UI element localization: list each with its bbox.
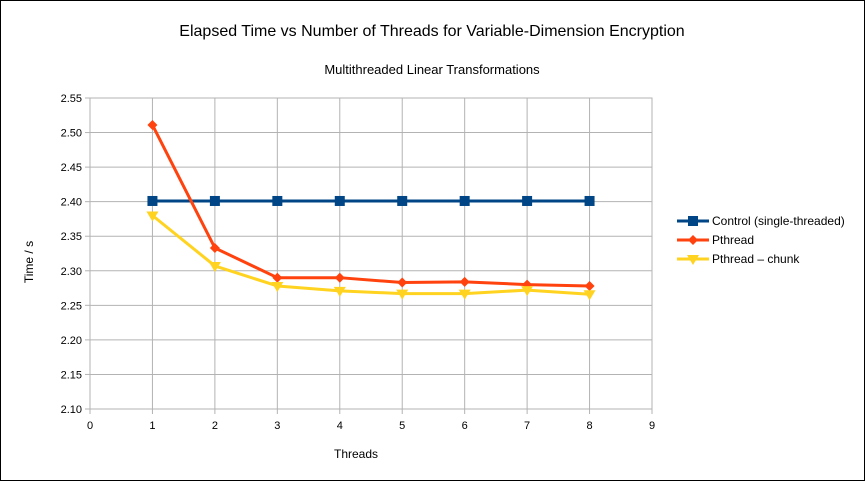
data-point	[459, 195, 470, 206]
data-point	[209, 242, 220, 253]
data-point	[333, 286, 346, 297]
x-tick-label: 9	[649, 420, 655, 432]
legend-swatch-marker	[688, 235, 698, 245]
legend-item: Pthread – chunk	[677, 252, 800, 266]
series-line	[151, 124, 590, 288]
data-point	[397, 195, 408, 206]
data-point	[522, 195, 533, 206]
series-0	[147, 195, 595, 206]
data-point	[458, 289, 471, 300]
chart-title: Elapsed Time vs Number of Threads for Va…	[179, 23, 684, 40]
y-tick-label: 2.20	[61, 335, 82, 347]
y-tick-label: 2.50	[61, 128, 82, 140]
y-tick-label: 2.30	[61, 266, 82, 278]
legend: Control (single-threaded) Pthread Pthread …	[677, 214, 845, 266]
legend-label: Pthread	[712, 233, 754, 247]
x-tick-label: 3	[274, 420, 280, 432]
series-line	[151, 214, 590, 296]
plot-area	[89, 97, 653, 410]
legend-item: Control (single-threaded)	[677, 214, 845, 228]
data-point	[521, 286, 534, 297]
y-tick-label: 2.35	[61, 231, 82, 243]
series-layer	[146, 119, 596, 301]
x-tick-label: 1	[149, 420, 155, 432]
legend-label: Control (single-threaded)	[712, 214, 845, 228]
data-point	[397, 277, 408, 288]
y-axis-label: Time / s	[22, 241, 36, 283]
series-1	[147, 119, 595, 291]
x-tick-label: 7	[524, 420, 530, 432]
data-point	[147, 119, 158, 130]
legend-label: Pthread – chunk	[712, 252, 800, 266]
x-tick-label: 6	[462, 420, 468, 432]
data-point	[334, 195, 345, 206]
chart-subtitle: Multithreaded Linear Transformations	[324, 62, 540, 77]
legend-swatch-marker	[688, 216, 698, 226]
data-point	[208, 261, 221, 272]
y-tick-label: 2.10	[61, 404, 82, 416]
data-point	[583, 290, 596, 301]
x-tick-label: 2	[212, 420, 218, 432]
data-point	[584, 195, 595, 206]
tick-labels: 2.10 2.15 2.20 2.25 2.30 2.35 2.40 2.45 2.50 2.55…	[61, 93, 655, 432]
data-point	[146, 211, 159, 222]
series-2	[146, 211, 596, 301]
y-tick-label: 2.45	[61, 162, 82, 174]
data-point	[396, 289, 409, 300]
x-tick-label: 0	[87, 420, 93, 432]
data-point	[584, 280, 595, 291]
y-tick-label: 2.15	[61, 369, 82, 381]
y-tick-label: 2.25	[61, 300, 82, 312]
y-tick-label: 2.40	[61, 197, 82, 209]
data-point	[334, 272, 345, 283]
data-point	[271, 281, 284, 292]
data-point	[147, 195, 158, 206]
x-tick-label: 8	[586, 420, 592, 432]
data-point	[459, 276, 470, 287]
grid-lines	[85, 97, 653, 414]
y-tick-label: 2.55	[61, 93, 82, 105]
data-point	[272, 195, 283, 206]
legend-swatch-marker	[687, 255, 699, 265]
data-point	[209, 195, 220, 206]
x-axis-label: Threads	[334, 447, 378, 461]
legend-item: Pthread	[677, 233, 754, 247]
x-tick-label: 4	[337, 420, 343, 432]
x-tick-label: 5	[399, 420, 405, 432]
data-point	[272, 272, 283, 283]
